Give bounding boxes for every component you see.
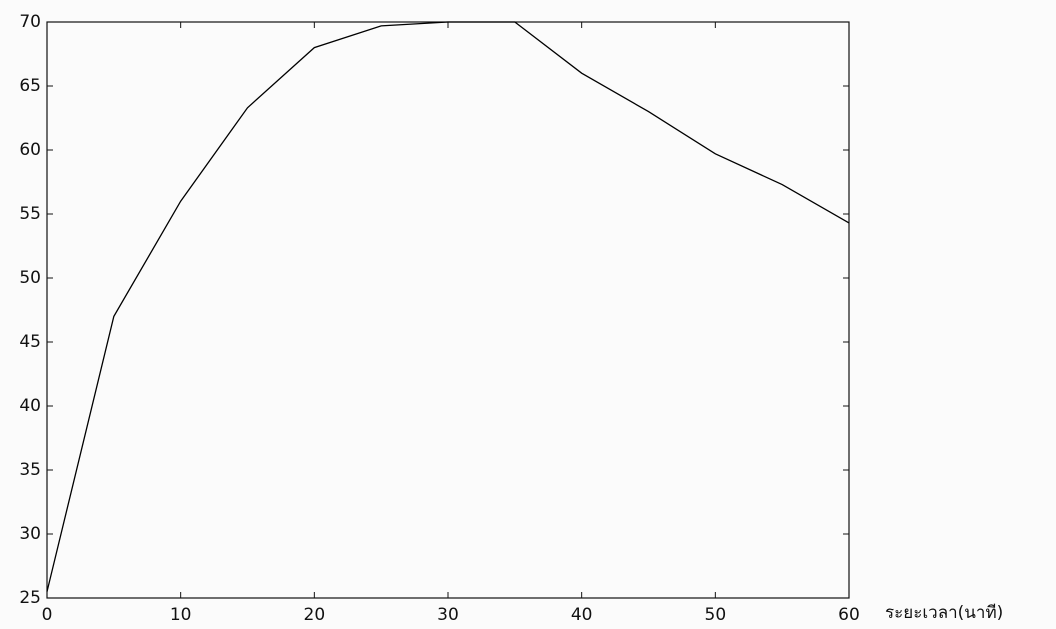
data-line — [46, 21, 850, 592]
x-tick-label: 50 — [705, 605, 727, 625]
x-tick-label: 20 — [304, 605, 326, 625]
y-tick-label: 70 — [19, 12, 41, 32]
x-tick-label: 60 — [838, 605, 860, 625]
y-tick-label: 65 — [19, 76, 41, 96]
x-axis-label: ระยะเวลา(นาที) — [885, 603, 1003, 623]
x-tick-label: 10 — [170, 605, 192, 625]
x-tick-label: 0 — [42, 605, 53, 625]
y-tick-label: 45 — [19, 332, 41, 352]
y-tick-label: 50 — [19, 268, 41, 288]
y-tick-label: 40 — [19, 396, 41, 416]
y-tick-label: 35 — [19, 460, 41, 480]
y-tick-label: 25 — [19, 588, 41, 608]
x-tick-label: 30 — [437, 605, 459, 625]
x-tick-label: 40 — [571, 605, 593, 625]
y-tick-label: 55 — [19, 204, 41, 224]
y-tick-label: 60 — [19, 140, 41, 160]
y-tick-label: 30 — [19, 524, 41, 544]
plot-frame — [46, 21, 850, 599]
